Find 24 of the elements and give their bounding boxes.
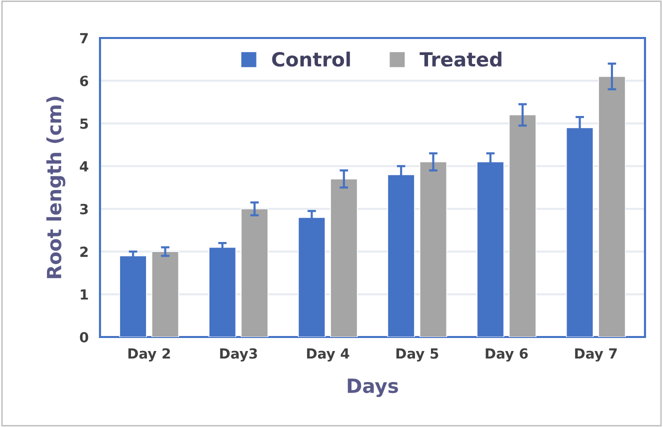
bar: [151, 251, 180, 337]
x-tick-label: Day 2: [128, 348, 170, 362]
y-tick-label: 3: [80, 204, 88, 214]
y-tick-label: 0: [80, 332, 88, 342]
y-tick-label: 5: [80, 118, 88, 129]
y-tick-label: 2: [80, 246, 88, 257]
bar: [508, 114, 536, 337]
y-tick-label: 6: [80, 76, 88, 86]
x-tick-label: Day 6: [486, 348, 528, 362]
x-axis-title: Days: [348, 378, 398, 398]
x-tick-label: Day3: [220, 348, 257, 362]
legend-label: Control: [272, 52, 350, 67]
bar: [598, 76, 626, 337]
bar: [330, 178, 358, 337]
legend-label: Treated: [420, 52, 502, 67]
bar: [419, 161, 448, 337]
x-tick-label: Day 4: [307, 348, 350, 362]
y-axis-title: Root length (cm): [46, 96, 66, 278]
bar: [240, 208, 268, 337]
x-tick-label: Day 7: [575, 348, 617, 362]
y-tick-label: 1: [80, 289, 88, 300]
y-tick-label: 4: [80, 161, 88, 172]
y-tick-label: 7: [80, 33, 88, 44]
x-tick-label: Day 5: [396, 348, 438, 362]
